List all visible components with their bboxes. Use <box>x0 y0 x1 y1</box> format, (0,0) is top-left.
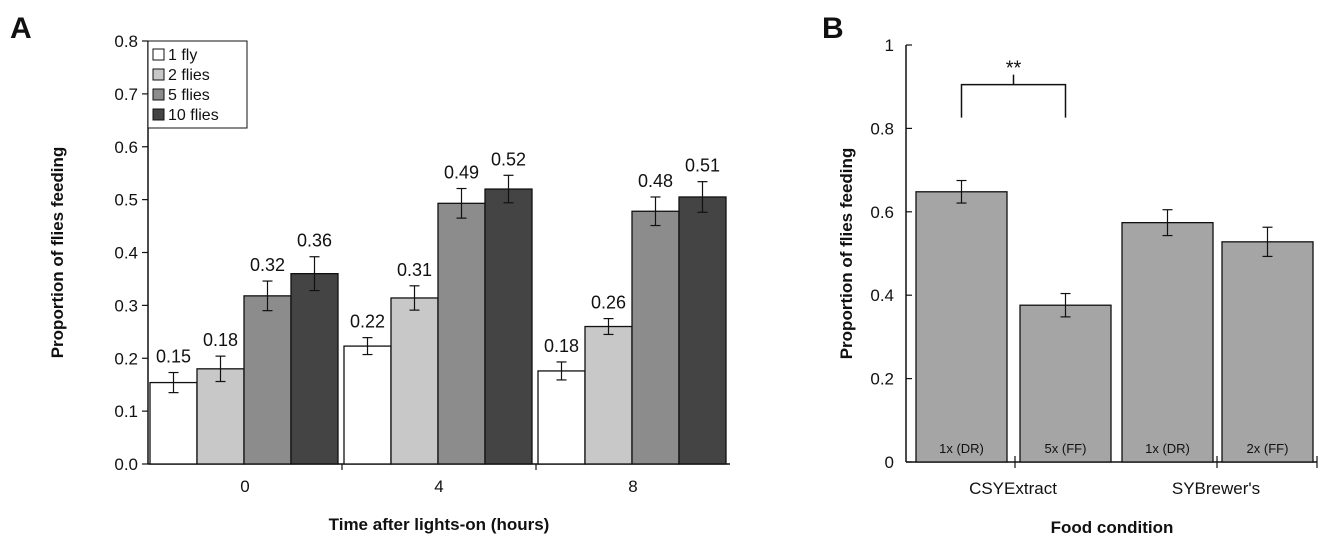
bar-a <box>243 295 292 465</box>
data-label-a: 0.31 <box>397 260 432 280</box>
legend-swatch <box>152 108 165 121</box>
bar-inner-label-b: 5x (FF) <box>1045 441 1087 456</box>
x-tick-label-a: 0 <box>240 477 249 496</box>
bar-a <box>343 345 392 465</box>
legend-swatch <box>152 48 165 61</box>
legend-label: 10 flies <box>168 107 219 124</box>
chart-b: 0 0.2 0.4 0.6 0.8 1 1x (DR) 5x (FF) 1x (DR) 2x (F… <box>837 36 1318 537</box>
y-tick-label-a: 0.7 <box>114 85 138 104</box>
y-tick-label-a: 0.4 <box>114 244 138 263</box>
y-axis-title-b: Proportion of flies feeding <box>837 148 856 360</box>
bar-a <box>149 381 198 465</box>
y-axis-title-a: Proportion of flies feeding <box>48 147 67 359</box>
data-label-a: 0.15 <box>156 347 191 367</box>
y-tick-label-a: 0.1 <box>114 402 138 421</box>
significance-bracket <box>960 83 1067 118</box>
bar-a <box>437 202 486 465</box>
x-axis-title-b: Food condition <box>1051 518 1174 537</box>
chart-a: 0.0 0.1 0.2 0.3 0.4 0.5 0.6 0.7 0.8 0.15 0.18 0.32 0… <box>48 32 730 534</box>
legend-swatch <box>152 88 165 101</box>
y-tick-label-b: 0 <box>885 453 894 472</box>
y-tick-label-a: 0.2 <box>114 349 138 368</box>
y-tick-label-b: 0.2 <box>870 370 894 389</box>
y-tick-label-b: 0.4 <box>870 286 894 305</box>
bar-a <box>484 188 533 465</box>
y-tick-label-a: 0.5 <box>114 191 138 210</box>
y-tick-label-a: 0.3 <box>114 296 138 315</box>
bar-b <box>1019 304 1112 463</box>
y-tick-label-a: 0.6 <box>114 138 138 157</box>
bar-b <box>1221 241 1314 463</box>
bar-a <box>678 196 727 465</box>
data-label-a: 0.48 <box>638 171 673 191</box>
data-label-a: 0.51 <box>685 156 720 176</box>
y-tick-label-a: 0.8 <box>114 32 138 51</box>
bar-a <box>196 368 245 465</box>
bar-a <box>290 272 339 465</box>
bar-inner-label-b: 1x (DR) <box>1145 441 1190 456</box>
data-label-a: 0.22 <box>350 312 385 332</box>
data-label-a: 0.49 <box>444 163 479 183</box>
bar-b <box>915 191 1008 463</box>
data-label-a: 0.18 <box>203 330 238 350</box>
significance-label: ** <box>1006 58 1022 80</box>
y-tick-label-b: 1 <box>885 36 894 55</box>
x-tick-label-a: 4 <box>434 477 443 496</box>
y-tick-label-b: 0.8 <box>870 119 894 138</box>
panel-b-letter: B <box>822 12 844 45</box>
bar-b <box>1121 221 1214 463</box>
legend-label: 2 flies <box>168 67 210 84</box>
data-label-a: 0.32 <box>250 255 285 275</box>
panel-a-letter: A <box>10 12 32 45</box>
y-tick-label-a: 0.0 <box>114 455 138 474</box>
bar-inner-label-b: 1x (DR) <box>939 441 984 456</box>
x-tick-label-a: 8 <box>628 477 637 496</box>
bar-a <box>537 370 586 465</box>
bar-a <box>390 297 439 465</box>
y-tick-label-b: 0.6 <box>870 203 894 222</box>
data-label-a: 0.36 <box>297 231 332 251</box>
group-label-b: SYBrewer's <box>1172 479 1260 498</box>
data-label-a: 0.26 <box>591 293 626 313</box>
group-label-b: CSYExtract <box>969 479 1057 498</box>
data-label-a: 0.18 <box>544 336 579 356</box>
legend-label: 5 flies <box>168 87 210 104</box>
legend-label: 1 fly <box>168 47 197 64</box>
data-label-a: 0.52 <box>491 149 526 169</box>
bar-a <box>631 210 680 465</box>
legend-swatch <box>152 68 165 81</box>
bar-inner-label-b: 2x (FF) <box>1247 441 1289 456</box>
x-axis-title-a: Time after lights-on (hours) <box>329 515 550 534</box>
bar-a <box>584 325 633 465</box>
